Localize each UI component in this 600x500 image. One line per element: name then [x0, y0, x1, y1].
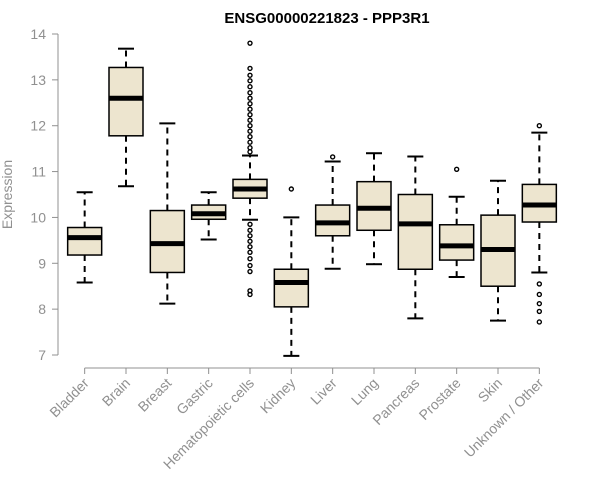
chart-title: ENSG00000221823 - PPP3R1 — [224, 10, 429, 27]
box-series — [66, 40, 558, 357]
box-group — [438, 166, 475, 279]
box-group — [480, 179, 516, 322]
outlier-point — [247, 262, 253, 269]
box-iqr — [397, 193, 434, 270]
outlier-point — [247, 227, 253, 233]
box-group — [397, 155, 434, 320]
x-tick-label: Skin — [475, 375, 506, 406]
outlier-point — [247, 233, 253, 239]
box-group — [190, 191, 227, 241]
y-axis-label: Expression — [0, 160, 15, 229]
box-iqr — [108, 66, 144, 137]
outlier-point — [247, 134, 253, 140]
y-tick-label: 7 — [38, 347, 46, 363]
box-group — [232, 40, 268, 298]
outlier-point — [247, 291, 253, 298]
y-tick-label: 14 — [30, 26, 46, 42]
y-tick-label: 9 — [38, 255, 46, 271]
outlier-point — [536, 300, 543, 307]
x-tick-label: Liver — [307, 375, 340, 408]
y-axis: 7 8 9 10 11 12 13 14 — [30, 26, 59, 363]
y-tick-label: 8 — [38, 301, 46, 317]
outlier-point — [536, 308, 543, 315]
x-tick-label: Brain — [99, 375, 133, 409]
outlier-point — [247, 268, 253, 275]
outlier-point — [453, 166, 460, 172]
outlier-point — [329, 154, 336, 160]
outlier-point — [247, 256, 253, 262]
outlier-point — [247, 238, 253, 244]
box-group — [149, 122, 186, 305]
outlier-point — [247, 145, 253, 151]
outlier-point — [536, 319, 543, 325]
outlier-point — [247, 249, 253, 255]
outlier-point — [536, 281, 543, 287]
box-iqr — [273, 268, 310, 308]
box-group — [314, 154, 351, 270]
y-tick-label: 10 — [30, 209, 46, 225]
outlier-point — [247, 65, 253, 72]
box-group — [108, 47, 144, 188]
outlier-point — [247, 112, 253, 118]
outlier-point — [536, 291, 543, 298]
y-tick-label: 12 — [30, 118, 46, 134]
x-tick-label: Lung — [348, 375, 381, 408]
outlier-point — [247, 128, 253, 134]
outlier-point — [247, 139, 253, 145]
box-iqr — [438, 224, 475, 261]
outlier-point — [247, 244, 253, 250]
outlier-point — [247, 72, 253, 78]
y-tick-label: 13 — [30, 72, 46, 88]
outlier-point — [247, 117, 253, 123]
outlier-point — [247, 101, 253, 107]
x-tick-label: Kidney — [257, 375, 299, 417]
outlier-point — [247, 40, 253, 46]
box-group — [356, 152, 392, 266]
outlier-point — [247, 84, 253, 90]
box-group — [521, 123, 558, 325]
outlier-point — [536, 123, 543, 129]
y-tick-label: 11 — [31, 164, 46, 180]
outlier-point — [288, 186, 295, 192]
box-iqr — [66, 226, 103, 256]
x-tick-label: Breast — [135, 375, 175, 415]
outlier-point — [247, 78, 253, 84]
outlier-point — [247, 89, 253, 96]
outlier-point — [247, 106, 253, 112]
outlier-point — [247, 95, 253, 101]
x-tick-label: Prostate — [416, 375, 464, 423]
box-group — [273, 186, 310, 357]
outlier-point — [247, 149, 253, 155]
box-group — [66, 191, 103, 284]
outlier-point — [247, 221, 253, 228]
box-iqr — [314, 204, 351, 237]
outlier-point — [247, 123, 253, 129]
x-tick-label: Bladder — [46, 375, 92, 421]
